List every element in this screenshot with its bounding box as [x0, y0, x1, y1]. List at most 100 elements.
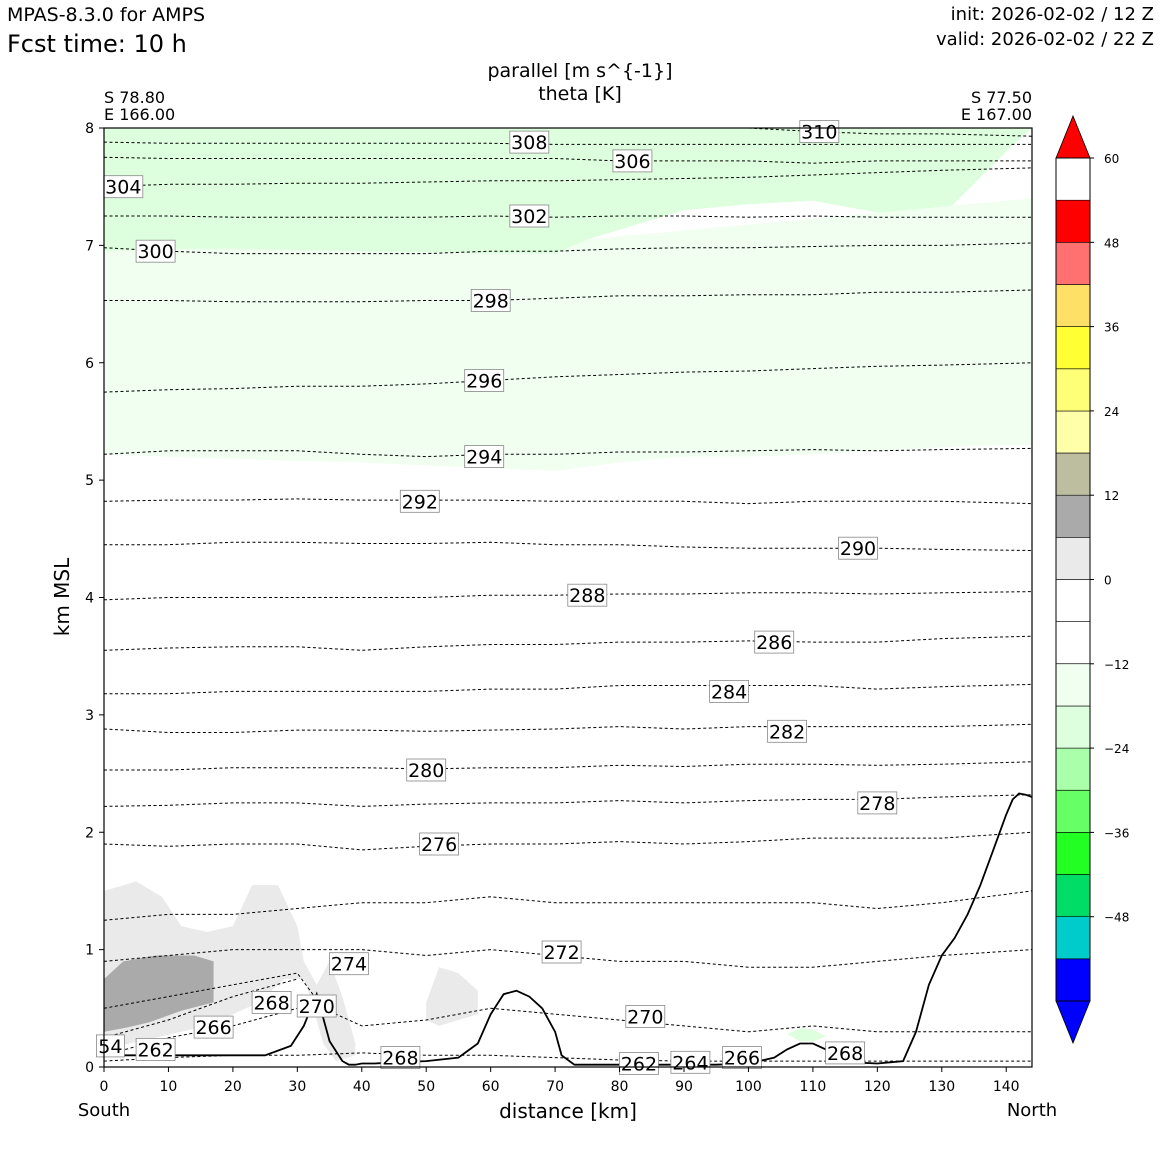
contour-label-262: 262 — [621, 1054, 657, 1076]
colorbar-tick-label: −48 — [1104, 911, 1129, 925]
colorbar-tick-label: −12 — [1104, 658, 1129, 672]
theta-contours-layer — [103, 127, 1033, 1062]
theta-contour-268 — [103, 978, 298, 1039]
contour-label-306: 306 — [614, 151, 650, 173]
terrain-layer — [104, 792, 1033, 1066]
model-name: MPAS-8.3.0 for AMPS — [7, 4, 206, 26]
y-tick-label: 8 — [85, 121, 94, 137]
colorbar-tick-label: 24 — [1104, 405, 1119, 419]
colorbar-segment — [1055, 284, 1091, 327]
shaded-region-5 — [787, 1028, 826, 1042]
chart-title-parallel: parallel [m s^{-1}] — [487, 60, 673, 82]
colorbar-over-arrow — [1055, 114, 1091, 159]
colorbar-segment — [1055, 494, 1091, 538]
contour-label-box — [767, 719, 807, 743]
theta-contour-310 — [748, 127, 1033, 137]
contour-label-box — [193, 1015, 234, 1039]
shaded-region-2 — [426, 967, 478, 1026]
contour-label-262: 262 — [137, 1039, 173, 1061]
contour-label-box — [838, 536, 878, 560]
colorbar-segment — [1055, 621, 1091, 664]
contour-label-266: 266 — [724, 1048, 760, 1070]
colorbar-segment — [1055, 958, 1091, 1002]
shaded-region-1 — [104, 955, 214, 1032]
contour-label-268: 268 — [827, 1043, 863, 1065]
contour-label-box — [135, 1038, 176, 1061]
colorbar-segment — [1055, 874, 1091, 918]
theta-contour-274 — [103, 890, 1033, 921]
colorbar-tick-label: 60 — [1104, 152, 1119, 166]
contour-label-296: 296 — [466, 370, 502, 392]
contour-label-264: 264 — [672, 1052, 708, 1074]
contour-label-box — [464, 368, 505, 392]
colorbar-segment — [1055, 326, 1091, 370]
theta-contour-292 — [103, 498, 1033, 505]
x-tick-label: 80 — [611, 1079, 629, 1095]
shaded-region-0 — [104, 881, 356, 1062]
x-tick-label: 130 — [928, 1079, 955, 1095]
contour-label-288: 288 — [569, 585, 605, 607]
contour-label-302: 302 — [511, 206, 547, 228]
theta-contour-298 — [104, 289, 1033, 303]
colorbar-tick-label: 12 — [1104, 489, 1119, 503]
y-tick-label: 1 — [85, 943, 94, 959]
contour-label-box — [825, 1041, 865, 1065]
colorbar-tick-label: 48 — [1104, 236, 1119, 250]
contour-label-298: 298 — [473, 291, 509, 313]
x-tick-label: 20 — [224, 1079, 242, 1095]
x-tick-label: 30 — [288, 1079, 306, 1095]
y-tick-label: 2 — [85, 825, 94, 841]
theta-contour-296 — [103, 362, 1033, 393]
colorbar-tick-label: −36 — [1104, 826, 1129, 840]
contour-label-294: 294 — [466, 447, 502, 469]
theta-contour-302 — [104, 215, 1032, 218]
contour-label-box — [419, 832, 460, 856]
x-axis-label: distance [km] — [499, 1099, 637, 1123]
contour-label-box — [799, 120, 840, 143]
contour-label-box — [251, 991, 292, 1014]
contour-label-270: 270 — [627, 1007, 663, 1029]
right-lat-label: S 77.50 — [971, 88, 1032, 107]
x-tick-label: 110 — [800, 1079, 827, 1095]
colorbar-segment — [1055, 368, 1091, 412]
colorbar-segment — [1055, 705, 1091, 749]
x-tick-label: 50 — [417, 1079, 435, 1095]
y-tick-label: 6 — [85, 356, 94, 372]
contour-label-274: 274 — [331, 954, 367, 976]
axes-layer: 0 10 20 30 40 50 60 70 80 90 100 110 120 130 140 0 1 2 3 4 5… — [85, 121, 1020, 1095]
contour-label-282: 282 — [769, 721, 805, 743]
contour-label-box — [399, 489, 440, 513]
x-tick-label: 60 — [482, 1079, 500, 1095]
theta-contour-304 — [103, 167, 1033, 188]
theta-contour-278 — [103, 794, 1033, 807]
contour-label-266: 266 — [195, 1017, 231, 1039]
contour-label-box — [464, 445, 505, 469]
colorbar: −48 −36 −24 −12 0 12 24 36 48 60 — [1055, 114, 1129, 1045]
y-tick-label: 7 — [85, 238, 94, 254]
x-tick-label: 0 — [100, 1079, 109, 1095]
contour-label-box — [709, 680, 749, 703]
x-tick-label: 70 — [546, 1079, 564, 1095]
contour-label-box — [625, 1005, 666, 1028]
colorbar-segment — [1055, 536, 1091, 580]
valid-time: valid: 2026-02-02 / 22 Z — [936, 29, 1154, 50]
x-tick-label: 90 — [675, 1079, 693, 1095]
x-tick-label: 40 — [353, 1079, 371, 1095]
contour-label-308: 308 — [511, 132, 547, 154]
x-tick-label: 10 — [160, 1079, 178, 1095]
contour-label-box — [567, 583, 608, 607]
right-lon-label: E 167.00 — [961, 105, 1032, 124]
theta-contour-284 — [104, 683, 1033, 695]
contour-label-box — [380, 1046, 421, 1069]
contour-label-280: 280 — [408, 760, 444, 782]
contour-label-box — [722, 1046, 762, 1069]
contour-label-284: 284 — [711, 681, 747, 703]
contour-label-268: 268 — [253, 992, 289, 1014]
shaded-region-3 — [104, 128, 1032, 254]
contour-label-286: 286 — [756, 632, 792, 654]
theta-contour-306 — [103, 156, 1032, 164]
init-time: init: 2026-02-02 / 12 Z — [950, 4, 1154, 25]
colorbar-tick-label: 36 — [1104, 321, 1119, 335]
colorbar-tick-label: −24 — [1104, 742, 1129, 756]
wind-shading-layer — [104, 128, 1032, 1062]
